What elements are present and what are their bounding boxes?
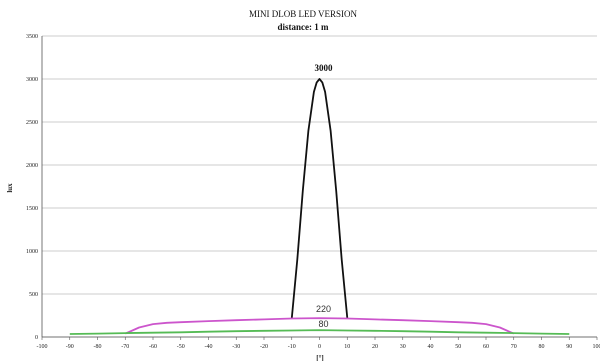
chart-subtitle: distance: 1 m	[278, 22, 329, 32]
data-label-80: 80	[318, 319, 328, 329]
x-tick-label: 50	[455, 344, 461, 350]
x-tick-label: -30	[232, 344, 240, 350]
y-tick-label: 1000	[26, 249, 38, 255]
x-tick-label: 0	[318, 344, 321, 350]
x-tick-label: 90	[566, 344, 572, 350]
y-tick-label: 0	[35, 335, 38, 341]
x-tick-label: 10	[344, 344, 350, 350]
y-tick-label: 500	[29, 292, 38, 298]
series-line-2	[124, 317, 515, 335]
series-line-3	[69, 329, 570, 335]
x-tick-label: 100	[593, 344, 600, 350]
data-label-220: 220	[316, 304, 331, 314]
series-lines	[69, 78, 570, 335]
x-tick-label: -20	[260, 344, 268, 350]
x-tick-label: 80	[539, 344, 545, 350]
data-label-3000: 3000	[315, 63, 334, 73]
axes	[41, 36, 598, 340]
y-tick-label: 3000	[26, 77, 38, 83]
data-labels: 3000 220 80	[315, 63, 334, 329]
x-axis-title: [°]	[316, 354, 323, 361]
y-tick-label: 2000	[26, 163, 38, 169]
gridlines	[42, 35, 597, 338]
y-tick-label: 3500	[26, 34, 38, 40]
x-tick-label: -10	[288, 344, 296, 350]
x-tick-label: -40	[205, 344, 213, 350]
x-tick-label: 40	[428, 344, 434, 350]
chart-title: MINI DLOB LED VERSION	[249, 9, 358, 19]
x-tick-label: 20	[372, 344, 378, 350]
x-tick-label: -80	[94, 344, 102, 350]
x-tick-label: -90	[66, 344, 74, 350]
x-tick-label: 70	[511, 344, 517, 350]
x-tick-label: 60	[483, 344, 489, 350]
x-tick-label: -70	[121, 344, 129, 350]
y-tick-label: 2500	[26, 120, 38, 126]
y-tick-label: 1500	[26, 206, 38, 212]
x-tick-label: -100	[37, 344, 48, 350]
series-line-1	[290, 78, 349, 319]
y-axis-title: lux	[6, 183, 14, 193]
x-tick-label: 30	[400, 344, 406, 350]
x-tick-label: -60	[149, 344, 157, 350]
x-tick-label: -50	[177, 344, 185, 350]
